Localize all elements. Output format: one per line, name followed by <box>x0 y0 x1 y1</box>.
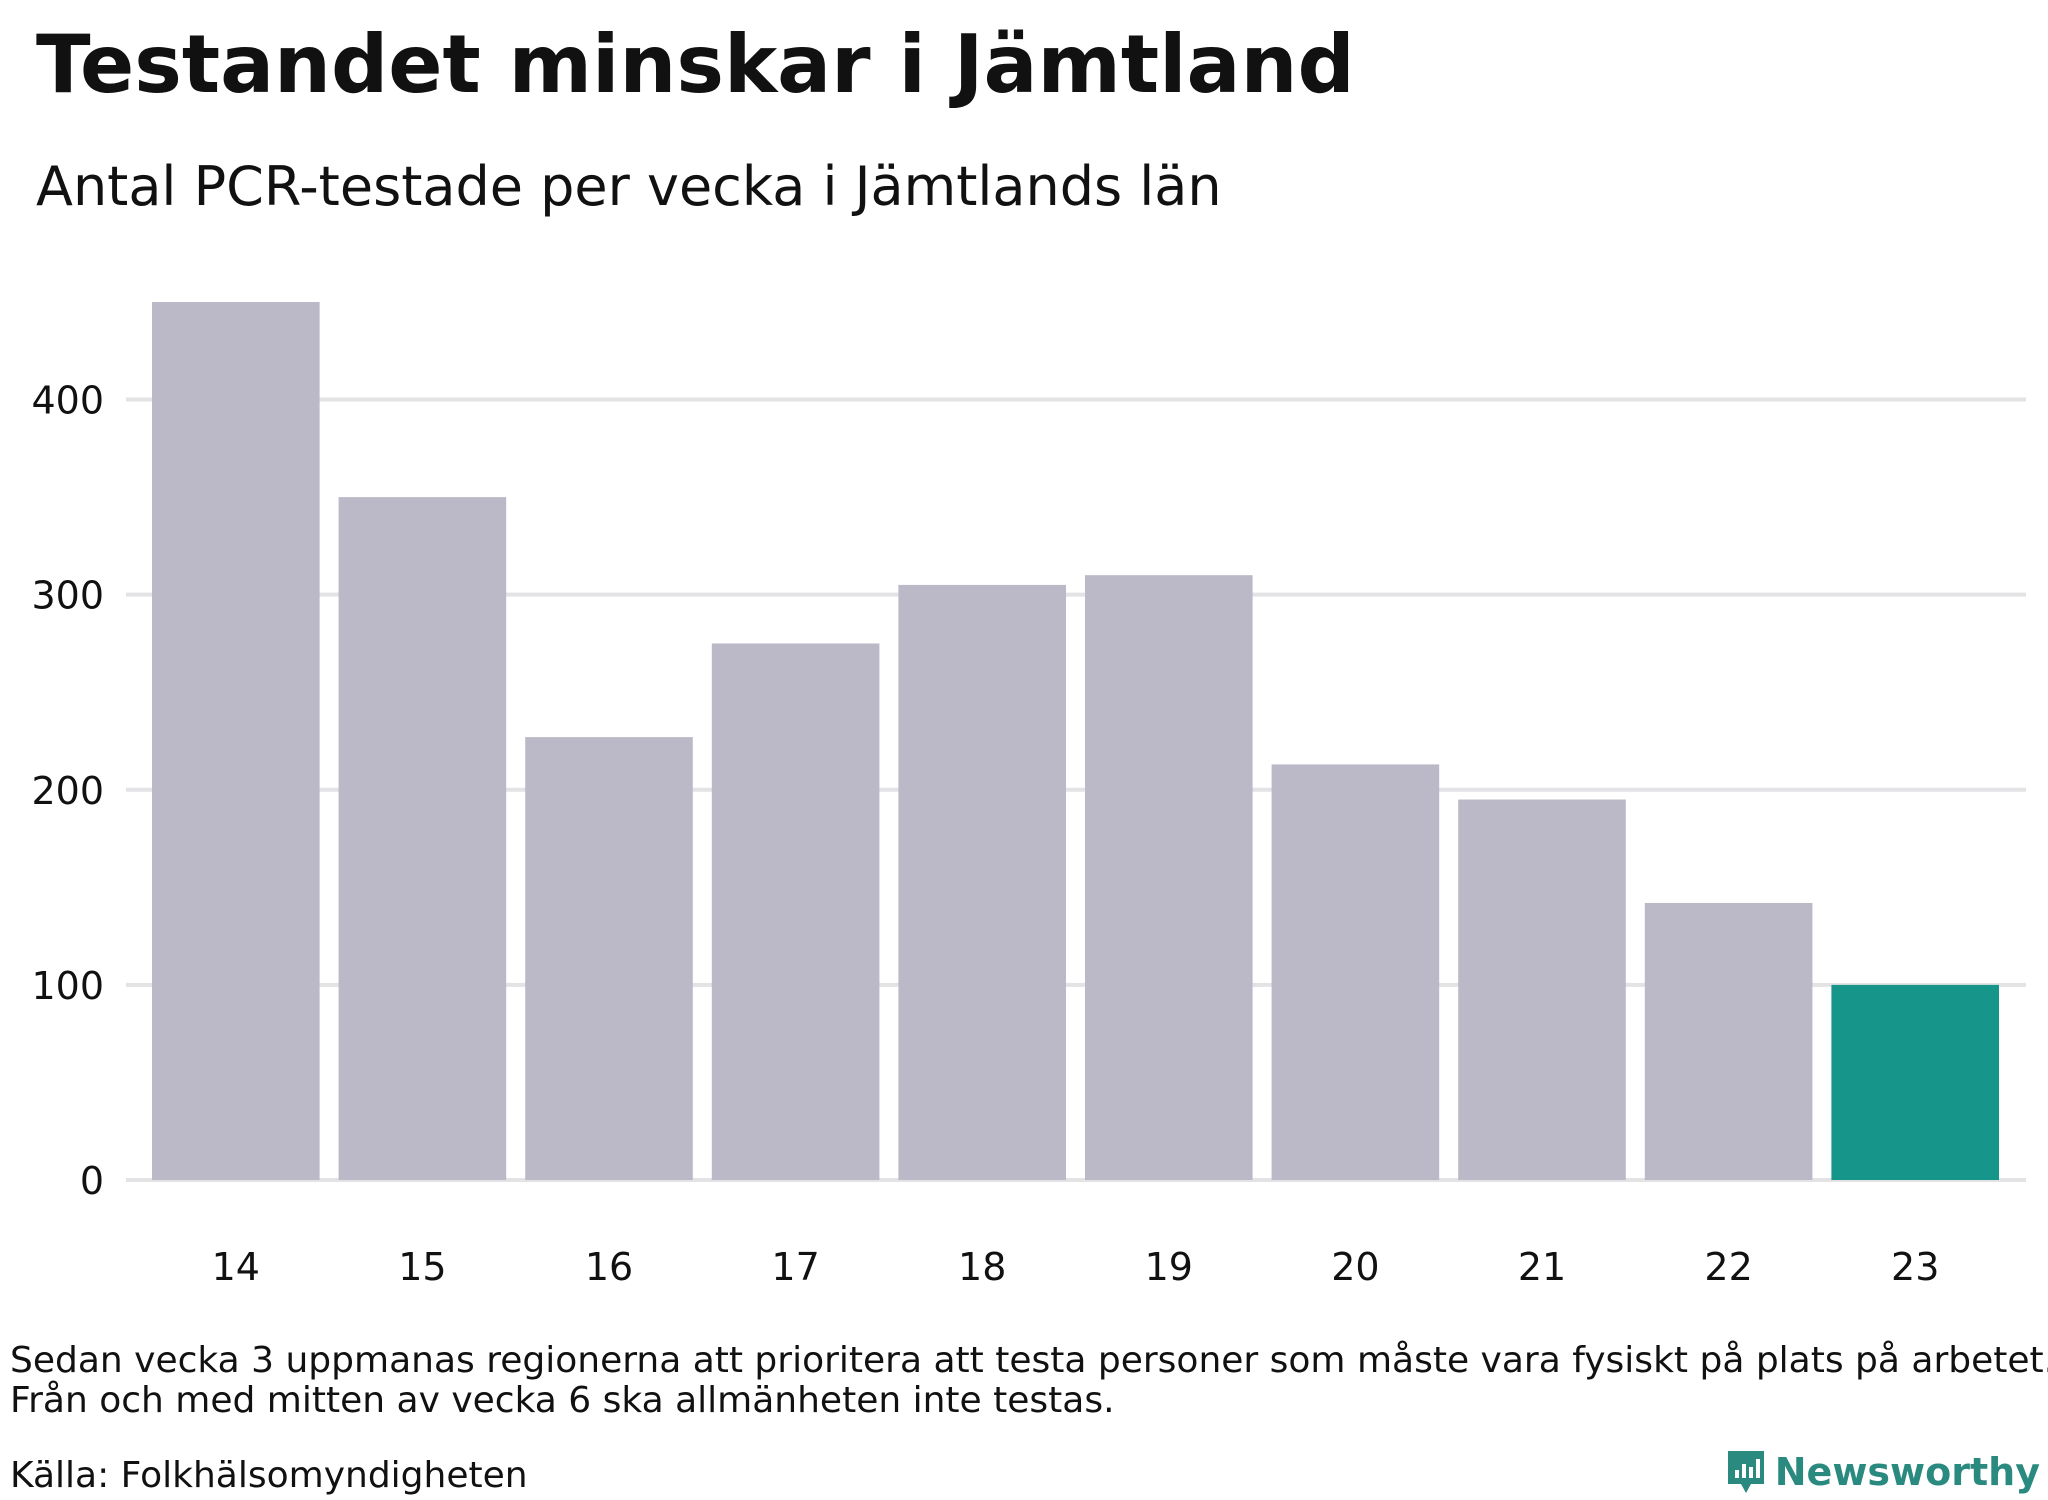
bar-16 <box>525 737 693 1180</box>
chart-title: Testandet minskar i Jämtland <box>36 18 1355 111</box>
x-tick-label: 21 <box>1518 1245 1566 1289</box>
bar-20 <box>1271 764 1440 1180</box>
y-tick-label: 300 <box>31 574 104 618</box>
footnote-line-2: Från och med mitten av vecka 6 ska allmä… <box>10 1380 1115 1421</box>
x-tick-label: 23 <box>1891 1245 1939 1289</box>
brand-logo: Newsworthy <box>1725 1448 2040 1496</box>
x-tick-label: 17 <box>771 1245 819 1289</box>
x-tick-label: 20 <box>1331 1245 1379 1289</box>
bar-18 <box>898 584 1066 1180</box>
chart-subtitle: Antal PCR-testade per vecka i Jämtlands … <box>36 155 1222 218</box>
y-tick-label: 200 <box>31 769 104 813</box>
bar-17 <box>711 643 880 1180</box>
x-tick-label: 19 <box>1145 1245 1193 1289</box>
bar-22 <box>1644 902 1813 1180</box>
brand-name: Newsworthy <box>1774 1450 2040 1494</box>
bar-chart: 0 100 200 300 400 14 15 16 17 18 19 20 21 22 23 <box>31 302 2026 1289</box>
x-tick-label: 14 <box>212 1245 260 1289</box>
bar-14 <box>152 302 320 1180</box>
footnote-line-1: Sedan vecka 3 uppmanas regionerna att pr… <box>10 1340 2048 1381</box>
newsworthy-logo-icon <box>1727 1451 1764 1493</box>
bar-21 <box>1458 799 1626 1180</box>
x-tick-label: 16 <box>585 1245 633 1289</box>
y-tick-label: 100 <box>31 964 104 1008</box>
y-tick-label: 400 <box>31 379 104 423</box>
x-tick-label: 22 <box>1704 1245 1752 1289</box>
source-label: Källa: Folkhälsomyndigheten <box>10 1455 528 1496</box>
x-tick-label: 15 <box>398 1245 446 1289</box>
x-tick-label: 18 <box>958 1245 1006 1289</box>
bar-15 <box>338 497 507 1181</box>
bar-23 <box>1831 984 1999 1180</box>
y-tick-label: 0 <box>80 1159 104 1203</box>
bar-19 <box>1085 575 1253 1180</box>
